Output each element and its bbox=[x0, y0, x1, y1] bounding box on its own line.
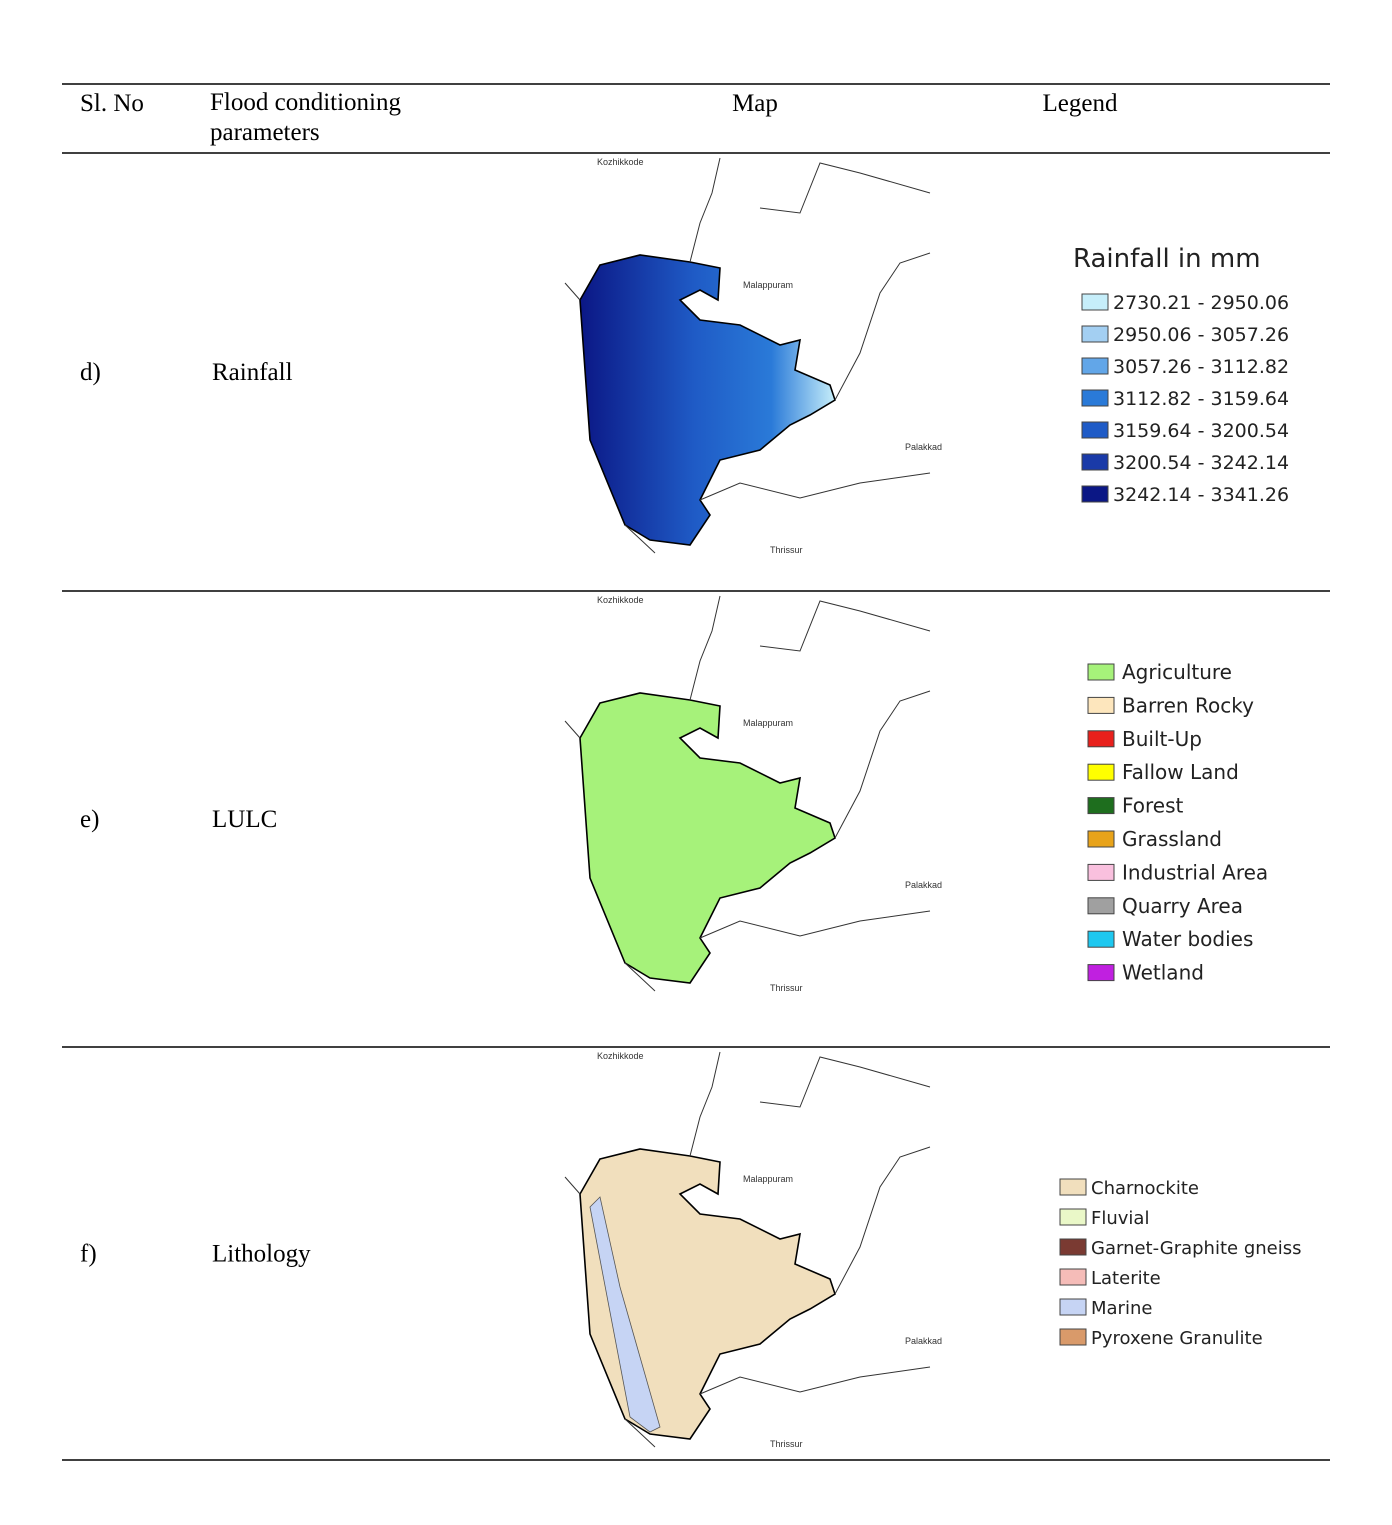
boundary bbox=[834, 252, 931, 401]
legend-swatch bbox=[1059, 1268, 1087, 1286]
legend-label: Wetland bbox=[1122, 961, 1204, 985]
legend-swatch bbox=[1081, 389, 1109, 407]
map-label: Thrissur bbox=[770, 545, 803, 555]
header-cell: Map bbox=[732, 90, 778, 117]
legend-label: Grassland bbox=[1122, 827, 1222, 851]
legend-label: Garnet-Graphite gneiss bbox=[1091, 1238, 1302, 1259]
legend-swatch bbox=[1081, 293, 1109, 311]
legend-label: Quarry Area bbox=[1122, 894, 1243, 918]
legend-swatch bbox=[1081, 453, 1109, 471]
legend-swatch bbox=[1081, 421, 1109, 439]
legend-label: Agriculture bbox=[1122, 660, 1232, 684]
legend-swatch bbox=[1087, 897, 1115, 915]
map: Kozhikkode Malappuram Palakkad Thrissur bbox=[564, 157, 942, 555]
legend-swatch bbox=[1087, 797, 1115, 815]
map: Kozhikkode Malappuram Palakkad Thrissur bbox=[564, 1051, 942, 1449]
boundary bbox=[834, 690, 931, 839]
map-label: Malappuram bbox=[743, 1174, 793, 1184]
boundary bbox=[624, 524, 656, 554]
legend-label: 3112.82 - 3159.64 bbox=[1113, 388, 1289, 410]
header-cell: Legend bbox=[1043, 90, 1118, 117]
legend-label: Fallow Land bbox=[1122, 760, 1239, 784]
map-label: Kozhikkode bbox=[597, 157, 644, 167]
district-area bbox=[579, 1148, 836, 1440]
coastal-strip bbox=[589, 1196, 661, 1433]
boundary bbox=[564, 720, 581, 739]
district-area bbox=[579, 254, 836, 546]
row-number: f) bbox=[80, 1241, 97, 1268]
header-cell: Sl. No bbox=[80, 90, 144, 117]
legend-swatch bbox=[1081, 485, 1109, 503]
boundary bbox=[759, 600, 931, 652]
boundary bbox=[624, 962, 656, 992]
legend-swatch bbox=[1059, 1298, 1087, 1316]
map-label: Kozhikkode bbox=[597, 595, 644, 605]
legend-swatch bbox=[1087, 930, 1115, 948]
map-label: Palakkad bbox=[905, 1336, 942, 1346]
boundary bbox=[624, 1418, 656, 1448]
boundary bbox=[564, 282, 581, 301]
boundary bbox=[689, 1051, 721, 1157]
legend-label: Industrial Area bbox=[1122, 860, 1268, 884]
header-cell: Flood conditioning parameters bbox=[210, 89, 401, 146]
boundary bbox=[759, 1056, 931, 1108]
legend-swatch bbox=[1087, 696, 1115, 714]
legend-label: 3200.54 - 3242.14 bbox=[1113, 452, 1289, 474]
legend-label: Charnockite bbox=[1091, 1178, 1199, 1199]
legend-swatch bbox=[1087, 663, 1115, 681]
legend-label: Built-Up bbox=[1122, 727, 1202, 751]
legend-label: Marine bbox=[1091, 1298, 1152, 1319]
legend-swatch bbox=[1059, 1238, 1087, 1256]
legend-label: 3057.26 - 3112.82 bbox=[1113, 356, 1289, 378]
row-parameter: Lithology bbox=[212, 1241, 311, 1268]
boundary bbox=[689, 157, 721, 263]
district-area bbox=[579, 692, 836, 984]
map: Kozhikkode Malappuram Palakkad Thrissur bbox=[564, 595, 942, 993]
boundary bbox=[699, 472, 931, 501]
map-label: Kozhikkode bbox=[597, 1051, 644, 1061]
row-number: d) bbox=[80, 359, 101, 386]
boundary bbox=[834, 1146, 931, 1295]
map-label: Thrissur bbox=[770, 1439, 803, 1449]
row-number: e) bbox=[80, 806, 99, 833]
row-parameter: LULC bbox=[212, 806, 277, 833]
legend-label: Water bodies bbox=[1122, 927, 1253, 951]
legend-label: Forest bbox=[1122, 794, 1184, 818]
map-label: Thrissur bbox=[770, 983, 803, 993]
legend-swatch bbox=[1087, 730, 1115, 748]
legend-swatch bbox=[1059, 1328, 1087, 1346]
legend-label: 2730.21 - 2950.06 bbox=[1113, 292, 1289, 314]
legend-swatch bbox=[1081, 325, 1109, 343]
map-label: Palakkad bbox=[905, 880, 942, 890]
legend-label: 3242.14 - 3341.26 bbox=[1113, 484, 1289, 506]
boundary bbox=[699, 910, 931, 939]
boundary bbox=[699, 1366, 931, 1395]
legend-swatch bbox=[1087, 863, 1115, 881]
map-label: Palakkad bbox=[905, 442, 942, 452]
legend-swatch bbox=[1087, 830, 1115, 848]
legend-swatch bbox=[1059, 1178, 1087, 1196]
legend-label: Laterite bbox=[1091, 1268, 1161, 1289]
legend-swatch bbox=[1087, 763, 1115, 781]
legend-swatch bbox=[1087, 964, 1115, 982]
legend-label: Fluvial bbox=[1091, 1208, 1149, 1229]
boundary bbox=[759, 162, 931, 214]
legend-label: Barren Rocky bbox=[1122, 693, 1254, 717]
legend-label: Pyroxene Granulite bbox=[1091, 1328, 1263, 1349]
map-label: Malappuram bbox=[743, 718, 793, 728]
header-cell-wrap: Flood conditioning parameters bbox=[210, 89, 401, 146]
legend-label: 3159.64 - 3200.54 bbox=[1113, 420, 1289, 442]
legend-title: Rainfall in mm bbox=[1073, 244, 1261, 274]
row-parameter: Rainfall bbox=[212, 359, 293, 386]
map-label: Malappuram bbox=[743, 280, 793, 290]
legend-swatch bbox=[1059, 1208, 1087, 1226]
legend-swatch bbox=[1081, 357, 1109, 375]
legend-label: 2950.06 - 3057.26 bbox=[1113, 324, 1289, 346]
boundary bbox=[689, 595, 721, 701]
boundary bbox=[564, 1176, 581, 1195]
